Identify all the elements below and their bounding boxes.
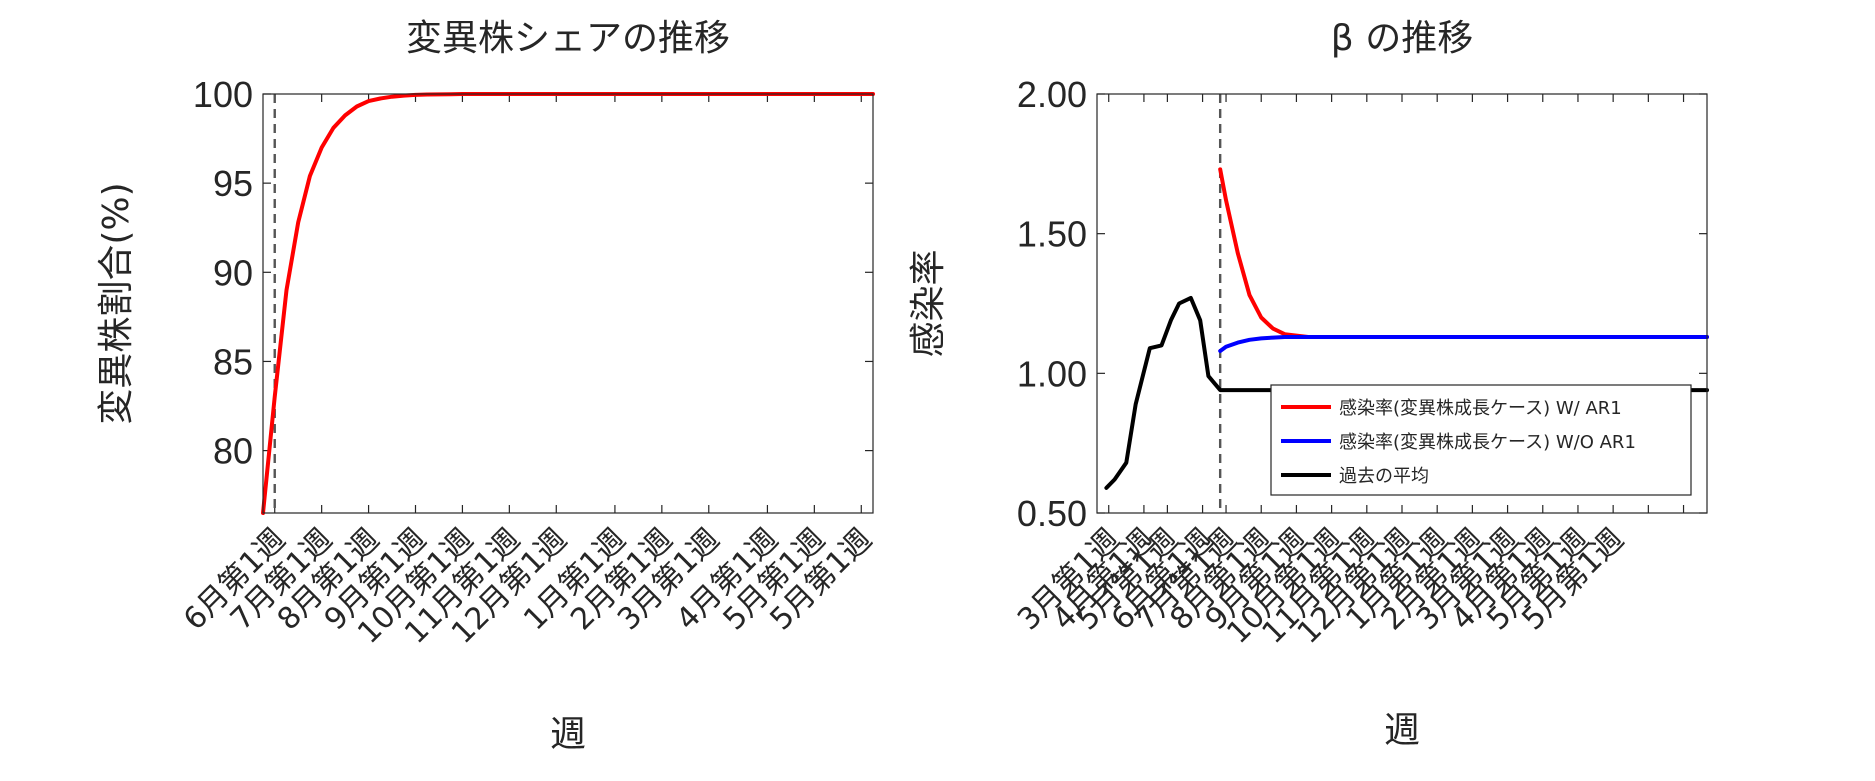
y-tick-label: 2.00 <box>1017 74 1087 115</box>
chart-title: 変異株シェアの推移 <box>406 18 730 59</box>
y-tick-label: 100 <box>193 74 253 115</box>
y-axis-label: 感染率 <box>908 249 949 357</box>
legend-entry: 感染率(変異株成長ケース) W/ AR1 <box>1339 398 1622 419</box>
legend-box <box>1270 384 1692 496</box>
y-tick-label: 1.50 <box>1017 214 1087 255</box>
plot-frame <box>262 93 874 514</box>
series-line-0 <box>1218 167 1709 339</box>
series-line-2 <box>1104 295 1709 490</box>
x-axis-label: 週 <box>1384 710 1420 751</box>
y-tick-label: 95 <box>213 163 253 204</box>
plot-frame <box>1096 93 1708 514</box>
chart-title: β の推移 <box>1331 18 1473 59</box>
chart-share: 変異株シェアの推移808590951006月第1週7月第1週8月第1週9月第1週… <box>96 18 879 755</box>
y-tick-label: 85 <box>213 341 253 382</box>
legend: 感染率(変異株成長ケース) W/ AR1 感染率(変異株成長ケース) W/O AR… <box>1270 384 1692 496</box>
legend-entry: 感染率(変異株成長ケース) W/O AR1 <box>1339 432 1636 453</box>
y-tick-label: 1.00 <box>1017 353 1087 394</box>
series-line-0 <box>261 92 875 515</box>
y-axis-label: 変異株割合(%) <box>96 182 137 424</box>
legend-entry: 過去の平均 <box>1339 466 1429 487</box>
x-axis-label: 週 <box>550 714 586 755</box>
y-tick-label: 80 <box>213 431 253 472</box>
chart-beta: β の推移0.501.001.502.003月第1週4月第1週5月第1週6月第1… <box>908 18 1709 751</box>
series-line-1 <box>1218 335 1709 353</box>
y-tick-label: 90 <box>213 252 253 293</box>
y-tick-label: 0.50 <box>1017 493 1087 534</box>
